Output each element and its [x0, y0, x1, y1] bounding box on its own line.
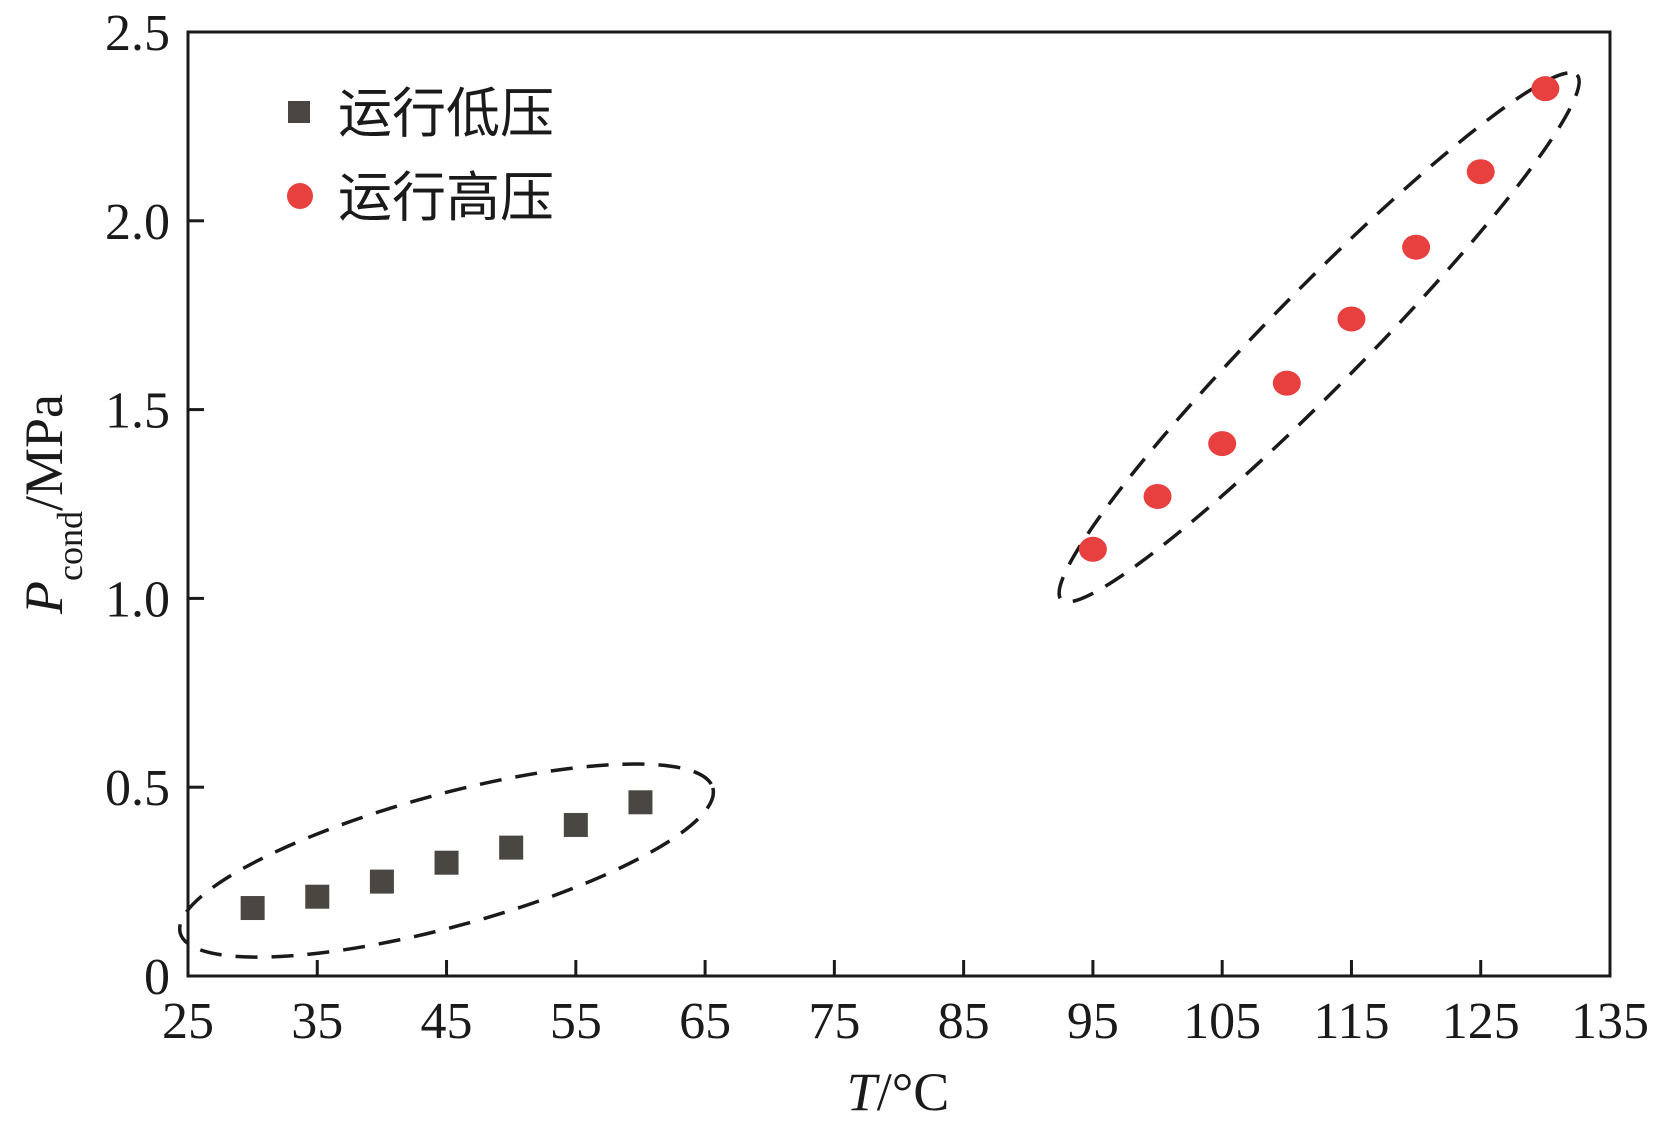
x-tick-label: 125 [1442, 993, 1520, 1050]
x-tick-label: 35 [291, 993, 343, 1050]
y-tick-label: 0 [144, 949, 170, 1006]
x-tick-label: 45 [421, 993, 473, 1050]
y-tick-label: 1.5 [105, 383, 170, 440]
legend-label-high-pressure: 运行高压 [338, 166, 554, 229]
high-pressure-point [1531, 76, 1560, 102]
legend-label-low-pressure: 运行低压 [338, 82, 554, 145]
x-axis-title: T/°C [847, 1062, 950, 1122]
low-pressure-point [563, 812, 588, 837]
y-axis-title-symbol: P [14, 581, 74, 615]
x-tick-label: 115 [1313, 993, 1389, 1050]
high-pressure-point [1402, 234, 1431, 260]
x-axis-title-symbol: T [847, 1062, 881, 1122]
low-pressure-point [628, 790, 653, 815]
y-axis-title: Pcond/MPa [14, 394, 90, 615]
high-pressure-point [1078, 536, 1107, 562]
y-tick-label: 2.5 [105, 5, 170, 62]
low-pressure-point [305, 884, 330, 909]
x-tick-label: 55 [550, 993, 602, 1050]
low-pressure-point [434, 850, 459, 875]
axis-ticks-layer: 25 35 45 55 65 75 85 95 105 115 125 135 0 0.5 1.0 1.5 2.… [105, 5, 1649, 1050]
x-tick-label: 85 [938, 993, 990, 1050]
y-tick-label: 2.0 [105, 194, 170, 251]
high-pressure-dashed-ellipse [1057, 71, 1581, 604]
legend: 运行低压 运行高压 [287, 82, 554, 229]
y-axis-title-unit: /MPa [14, 394, 74, 511]
x-tick-label: 135 [1571, 993, 1649, 1050]
x-tick-label: 95 [1067, 993, 1119, 1050]
high-pressure-point [1208, 431, 1237, 457]
high-pressure-point [1466, 159, 1495, 185]
plot-area-frame [186, 30, 1612, 978]
low-pressure-dashed-ellipse [177, 762, 716, 959]
high-pressure-point [1272, 370, 1301, 396]
data-points-layer [240, 76, 1560, 921]
low-pressure-point [499, 835, 524, 860]
legend-marker-high-pressure [287, 183, 313, 209]
y-tick-label: 1.0 [105, 571, 170, 628]
low-pressure-point [240, 896, 265, 921]
x-axis-title-unit: /°C [877, 1062, 950, 1122]
y-axis-title-subscript: cond [50, 511, 90, 581]
x-tick-label: 75 [808, 993, 860, 1050]
x-tick-label: 65 [679, 993, 731, 1050]
y-tick-label: 0.5 [105, 760, 170, 817]
high-pressure-point [1143, 483, 1172, 509]
x-tick-label: 25 [162, 993, 214, 1050]
legend-marker-low-pressure [288, 101, 310, 123]
high-pressure-point [1337, 306, 1366, 332]
low-pressure-point [369, 869, 394, 894]
x-tick-label: 105 [1183, 993, 1261, 1050]
